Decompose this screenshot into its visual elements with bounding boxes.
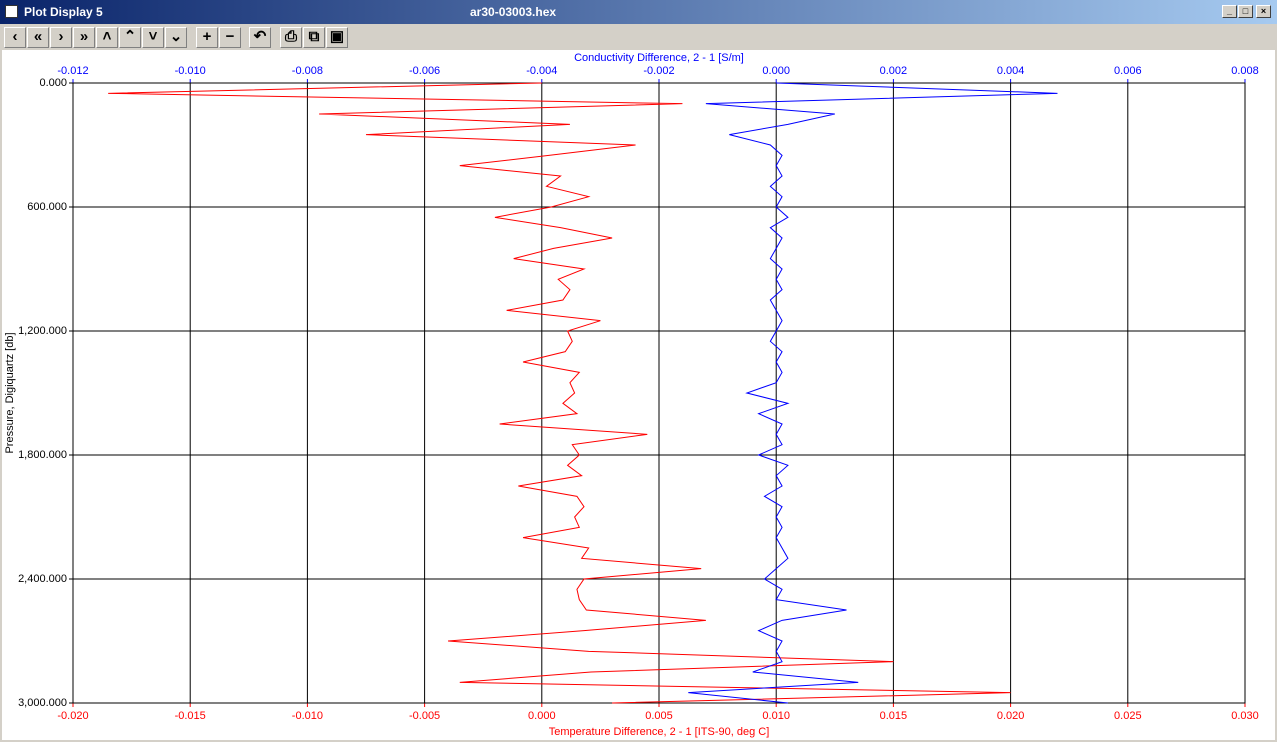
window-title: Plot Display 5 [24, 5, 103, 19]
y-tick-label: 1,200.000 [18, 325, 67, 337]
save-button[interactable]: ▣ [326, 27, 348, 48]
y-tick-label: 3,000.000 [18, 697, 67, 709]
x2-tick-label: 0.008 [1231, 65, 1259, 77]
x2-tick-label: -0.012 [57, 65, 88, 77]
file-name: ar30-03003.hex [470, 5, 557, 19]
undo-button[interactable]: ↶ [249, 27, 271, 48]
maximize-button[interactable]: □ [1238, 5, 1253, 18]
minimize-button[interactable]: _ [1222, 5, 1237, 18]
x-tick-label: 0.020 [997, 710, 1025, 722]
x2-tick-label: -0.008 [292, 65, 323, 77]
chart: Conductivity Difference, 2 - 1 [S/m] Tem… [2, 50, 1275, 740]
x2-tick-label: -0.010 [175, 65, 206, 77]
print-button[interactable]: ⎙ [280, 27, 302, 48]
x2-tick-label: -0.002 [643, 65, 674, 77]
first-button[interactable]: « [27, 27, 49, 48]
x2-tick-label: -0.006 [409, 65, 440, 77]
title-bar: Plot Display 5 ar30-03003.hex _ □ × [0, 0, 1277, 24]
y-tick-label: 600.000 [27, 201, 67, 213]
zoom-out-button[interactable]: − [219, 27, 241, 48]
bottom-button[interactable]: ⌄ [165, 27, 187, 48]
x-tick-label: 0.005 [645, 710, 673, 722]
profile-line [688, 82, 1058, 704]
top-axis-label: Conductivity Difference, 2 - 1 [S/m] [574, 52, 744, 64]
x2-tick-label: -0.004 [526, 65, 557, 77]
x-tick-label: 0.030 [1231, 710, 1259, 722]
plot-background [2, 50, 1275, 740]
x2-tick-label: 0.004 [997, 65, 1025, 77]
plot-frame [72, 82, 1246, 704]
x2-tick-label: 0.000 [762, 65, 790, 77]
y-tick-label: 2,400.000 [18, 573, 67, 585]
x2-tick-label: 0.006 [1114, 65, 1142, 77]
profile-line [108, 82, 1011, 704]
x-tick-label: -0.010 [292, 710, 323, 722]
zoom-in-button[interactable]: + [196, 27, 218, 48]
next-button[interactable]: › [50, 27, 72, 48]
x-tick-label: -0.005 [409, 710, 440, 722]
x-tick-label: 0.010 [762, 710, 790, 722]
close-button[interactable]: × [1256, 5, 1271, 18]
down-button[interactable]: ˅ [142, 27, 164, 48]
x-tick-label: 0.025 [1114, 710, 1142, 722]
y-axis-label: Pressure, Digiquartz [db] [4, 332, 16, 453]
up-button[interactable]: ˄ [96, 27, 118, 48]
window-icon [5, 5, 18, 18]
copy-button[interactable]: ⧉ [303, 27, 325, 48]
y-tick-label: 0.000 [39, 77, 67, 89]
last-button[interactable]: » [73, 27, 95, 48]
prev-button[interactable]: ‹ [4, 27, 26, 48]
x-tick-label: 0.015 [880, 710, 908, 722]
toolbar: ‹ « › » ˄ ⌃ ˅ ⌄ + − ↶ ⎙ ⧉ ▣ [0, 24, 1277, 50]
x-tick-label: 0.000 [528, 710, 556, 722]
bottom-axis-label: Temperature Difference, 2 - 1 [ITS-90, d… [549, 726, 770, 738]
x-tick-label: -0.020 [57, 710, 88, 722]
y-tick-label: 1,800.000 [18, 449, 67, 461]
top-button[interactable]: ⌃ [119, 27, 141, 48]
x-tick-label: -0.015 [175, 710, 206, 722]
x2-tick-label: 0.002 [880, 65, 908, 77]
